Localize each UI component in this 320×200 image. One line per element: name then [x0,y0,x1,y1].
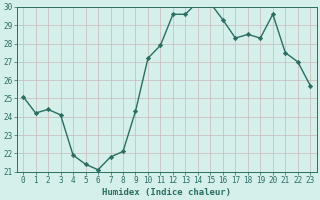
X-axis label: Humidex (Indice chaleur): Humidex (Indice chaleur) [102,188,231,197]
